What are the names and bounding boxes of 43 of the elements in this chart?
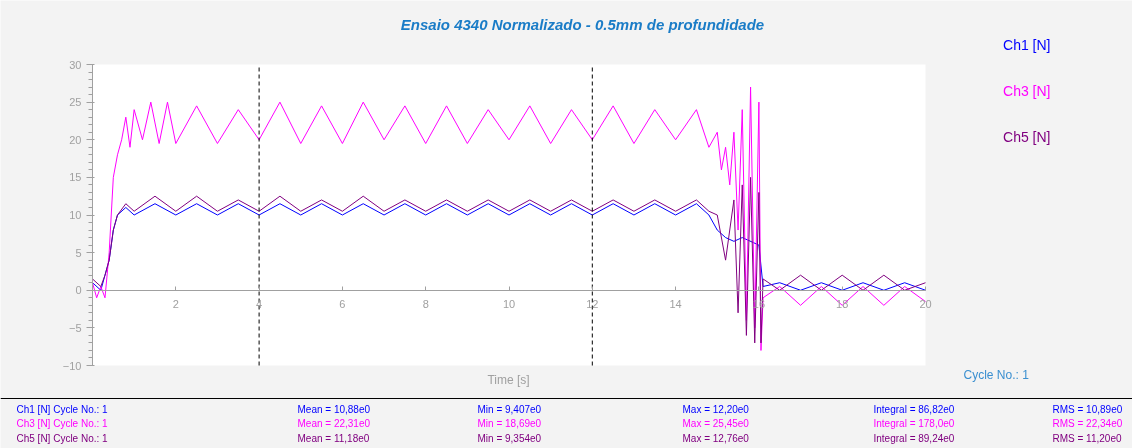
x-tick-label: 12 xyxy=(586,298,599,311)
text: Ch3 [N] Cycle No.: 1 xyxy=(16,418,109,429)
text: Ch5 [N] Cycle No.: 1 xyxy=(16,432,109,444)
y-tick-label: 10 xyxy=(69,209,82,221)
x-tick-label: 10 xyxy=(502,298,516,311)
text: Min = 18,69e0 xyxy=(477,418,542,429)
y-tick-label: 0 xyxy=(75,284,82,297)
text: Ch5 [N] xyxy=(1003,128,1051,145)
y-tick-label: 5 xyxy=(75,246,82,259)
text: Min = 9,407e0 xyxy=(477,403,542,415)
text: Integral = 89,24e0 xyxy=(873,432,955,444)
text: Ch1 [N] xyxy=(1003,36,1051,53)
text: Integral = 86,82e0 xyxy=(873,403,955,415)
x-tick-label: 14 xyxy=(669,298,682,311)
text: Min = 9,354e0 xyxy=(477,432,542,444)
x-tick-label: 6 xyxy=(339,298,346,311)
x-tick-label: 8 xyxy=(422,298,429,311)
y-tick-label: 30 xyxy=(69,58,82,71)
text: Max = 12,76e0 xyxy=(682,432,750,444)
text: RMS = 22,34e0 xyxy=(1052,418,1123,429)
chart-title: Ensaio 4340 Normalizado - 0.5mm de profundidade xyxy=(400,15,765,33)
text: Mean = 11,18e0 xyxy=(297,432,370,444)
text: Cycle No.: 1 xyxy=(963,367,1030,382)
x-tick-label: 16 xyxy=(752,298,766,311)
y-tick-label: 25 xyxy=(69,96,82,109)
text: Max = 25,45e0 xyxy=(682,418,750,429)
text: Max = 12,20e0 xyxy=(682,403,750,415)
x-tick-label: 4 xyxy=(256,298,263,311)
y-tick-label: −10 xyxy=(62,359,82,372)
x-tick-label: 20 xyxy=(919,298,932,311)
y-tick-label: 20 xyxy=(69,133,82,146)
text: RMS = 11,20e0 xyxy=(1052,432,1122,444)
y-tick-label: 15 xyxy=(69,171,82,184)
text: Mean = 10,88e0 xyxy=(297,403,371,415)
y-tick-label: −5 xyxy=(68,321,82,334)
text: RMS = 10,89e0 xyxy=(1052,403,1123,415)
x-tick-label: 2 xyxy=(172,298,179,311)
text: Ch3 [N] xyxy=(1003,82,1051,99)
text: Mean = 22,31e0 xyxy=(297,418,371,429)
x-axis-title: Time [s] xyxy=(487,372,530,387)
line-series xyxy=(92,203,926,291)
text: Integral = 178,0e0 xyxy=(873,418,955,429)
text: Ch1 [N] Cycle No.: 1 xyxy=(16,403,109,415)
